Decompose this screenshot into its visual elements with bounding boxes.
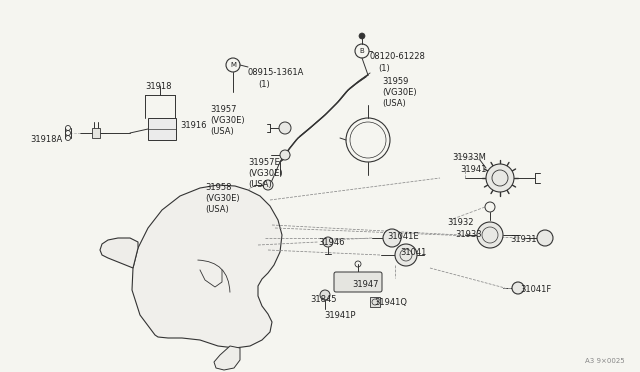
Text: (USA): (USA): [248, 180, 272, 189]
Text: 31918A: 31918A: [30, 135, 62, 144]
Circle shape: [512, 282, 524, 294]
Circle shape: [263, 180, 273, 190]
Text: 31845: 31845: [310, 295, 337, 304]
Text: 31933: 31933: [455, 230, 482, 239]
Text: (1): (1): [258, 80, 269, 89]
Circle shape: [280, 150, 290, 160]
Text: 31041E: 31041E: [387, 232, 419, 241]
Text: 31941Q: 31941Q: [374, 298, 407, 307]
Text: (VG30E): (VG30E): [210, 116, 244, 125]
Text: 31959: 31959: [382, 77, 408, 86]
Circle shape: [395, 244, 417, 266]
Text: (VG30E): (VG30E): [382, 88, 417, 97]
Circle shape: [279, 122, 291, 134]
Circle shape: [537, 230, 553, 246]
Polygon shape: [214, 346, 240, 370]
Text: 31931: 31931: [510, 235, 536, 244]
Text: A3 9×0025: A3 9×0025: [586, 358, 625, 364]
Text: 31957: 31957: [210, 105, 237, 114]
Text: 31041: 31041: [400, 248, 426, 257]
Text: (USA): (USA): [205, 205, 228, 214]
Circle shape: [320, 290, 330, 300]
Text: (USA): (USA): [382, 99, 406, 108]
Polygon shape: [132, 185, 282, 348]
Text: 08915-1361A: 08915-1361A: [248, 68, 305, 77]
Circle shape: [383, 229, 401, 247]
Text: 31918: 31918: [145, 82, 172, 91]
Text: 31933M: 31933M: [452, 153, 486, 162]
Text: 31041F: 31041F: [520, 285, 551, 294]
Text: (1): (1): [378, 64, 390, 73]
Text: 31916: 31916: [180, 121, 207, 130]
Text: 31941P: 31941P: [324, 311, 355, 320]
Polygon shape: [100, 238, 138, 268]
Polygon shape: [92, 128, 100, 138]
FancyBboxPatch shape: [334, 272, 382, 292]
Text: B: B: [360, 48, 364, 54]
Text: 31957E: 31957E: [248, 158, 280, 167]
Text: 31941: 31941: [460, 165, 486, 174]
Circle shape: [477, 222, 503, 248]
Polygon shape: [370, 297, 380, 307]
Text: 31946: 31946: [318, 238, 344, 247]
Text: (USA): (USA): [210, 127, 234, 136]
Text: (VG30E): (VG30E): [248, 169, 283, 178]
Circle shape: [359, 33, 365, 39]
Text: M: M: [230, 62, 236, 68]
Circle shape: [486, 164, 514, 192]
Text: 08120-61228: 08120-61228: [370, 52, 426, 61]
Circle shape: [323, 237, 333, 247]
Text: 31958: 31958: [205, 183, 232, 192]
Text: (VG30E): (VG30E): [205, 194, 239, 203]
Text: 31947: 31947: [352, 280, 378, 289]
Text: 31932: 31932: [447, 218, 474, 227]
FancyBboxPatch shape: [148, 118, 176, 140]
